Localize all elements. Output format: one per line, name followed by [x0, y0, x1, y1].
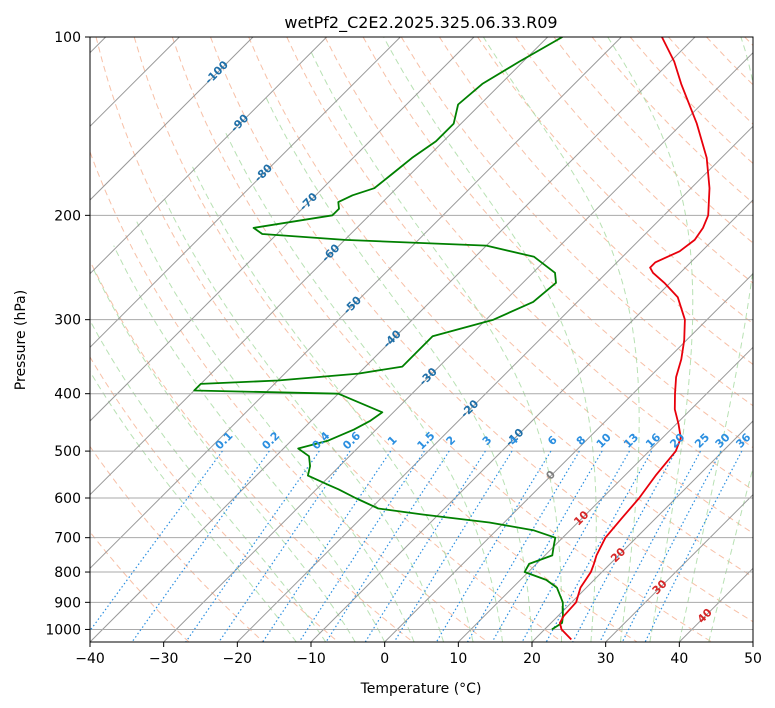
moist-adiabat [383, 37, 597, 642]
dry-adiabat [95, 37, 563, 642]
dry-adiabat [477, 37, 753, 325]
moist-adiabat [482, 37, 640, 642]
dry-adiabat [90, 445, 264, 642]
y-tick-label: 900 [54, 595, 81, 611]
mixing-ratio-line [90, 450, 223, 632]
x-tick-label: −30 [149, 651, 179, 667]
dry-adiabat [438, 37, 753, 366]
mixing-ratio-line [521, 450, 631, 642]
x-tick-label: 0 [380, 651, 389, 667]
isotherm-line [90, 37, 696, 642]
y-tick-label: 1000 [45, 622, 81, 638]
dry-adiabat [133, 37, 638, 642]
plot-frame [89, 36, 754, 643]
moist-adiabat [264, 94, 533, 642]
moist-adiabat [92, 267, 356, 642]
moist-adiabat [113, 245, 386, 642]
y-tick-label: 600 [54, 491, 81, 507]
mixing-ratio-line [572, 450, 677, 642]
mixing-ratio-line [262, 450, 392, 642]
grid-layer [90, 37, 753, 642]
dry-adiabat [248, 37, 753, 578]
isotherm-line [90, 37, 475, 422]
moist-adiabat [708, 466, 753, 642]
x-tick-label: 10 [449, 651, 467, 667]
mixing-ratio-line [621, 450, 722, 642]
x-tick-label: −10 [296, 651, 326, 667]
temperature-profile [559, 37, 711, 641]
mixing-ratio-line [185, 450, 320, 642]
dry-adiabat [90, 356, 339, 642]
y-tick-label: 800 [54, 565, 81, 581]
mixing-ratio-line [218, 450, 351, 642]
isotherm-line [531, 420, 753, 642]
moist-adiabat [90, 319, 327, 642]
mixing-ratio-line [491, 450, 603, 642]
isotherm-line [90, 37, 254, 201]
y-tick-label: 300 [54, 313, 81, 329]
isotherm-line [163, 51, 753, 642]
isotherm-line [90, 37, 401, 349]
x-tick-label: 30 [597, 651, 615, 667]
y-tick-label: 700 [54, 531, 81, 547]
x-axis-title: Temperature (°C) [360, 681, 482, 697]
dewpoint-profile [193, 37, 564, 631]
x-tick-label: −20 [223, 651, 253, 667]
y-tick-label: 400 [54, 387, 81, 403]
isotherm-line [236, 125, 753, 642]
isotherm-line [90, 37, 622, 570]
axis-layer: −40 −30 −20 −10 0 10 20 30 40 50 100 200 300 400 500 60… [45, 30, 762, 667]
y-tick-label: 100 [54, 30, 81, 46]
dry-adiabat [210, 37, 753, 623]
moist-adiabat [607, 37, 694, 642]
x-tick-label: 40 [670, 651, 688, 667]
x-tick-label: 50 [744, 651, 762, 667]
y-tick-label: 200 [54, 208, 81, 224]
x-tick-label: −40 [75, 651, 105, 667]
chart-title: wetPf2_C2E2.2025.325.06.33.R09 [284, 13, 557, 33]
isotherm-line [90, 37, 549, 496]
moist-adiabat [678, 37, 753, 642]
moist-adiabat [136, 221, 415, 642]
isotherm-line [457, 346, 753, 642]
mixing-ratio-line [298, 450, 425, 642]
mixing-ratio-line [644, 450, 743, 642]
mixing-ratio-line [545, 450, 653, 642]
isotherm-line [384, 272, 753, 642]
isotherm-line [310, 199, 753, 642]
isotherm-line [90, 37, 328, 275]
data-layer [193, 37, 711, 641]
isotherm-line [605, 493, 753, 642]
mixing-ratio-line [599, 450, 702, 642]
x-tick-label: 20 [523, 651, 541, 667]
y-tick-label: 500 [54, 444, 81, 460]
y-axis-title: Pressure (hPa) [13, 290, 29, 390]
dry-adiabat [90, 150, 488, 642]
mixing-ratio-line [393, 450, 513, 642]
moist-adiabat [162, 195, 445, 642]
moist-adiabat [191, 165, 474, 642]
